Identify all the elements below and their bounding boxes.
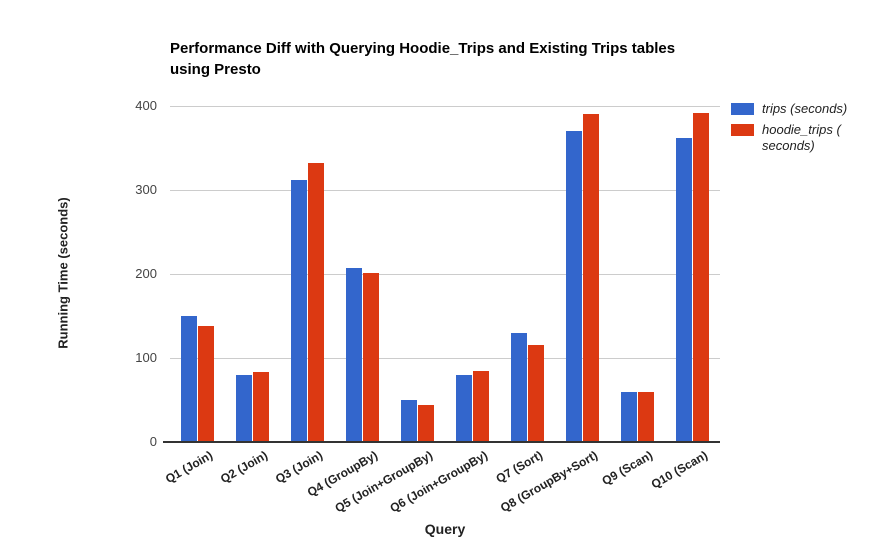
x-tick-label-q9: Q9 (Scan)	[598, 448, 655, 489]
bar-hoodie-trips-q7[interactable]	[528, 344, 544, 442]
gridline-100	[170, 358, 720, 359]
legend-item-hoodie-trips: hoodie_trips ( seconds)	[731, 122, 881, 154]
bar-hoodie-trips-q6[interactable]	[473, 371, 489, 442]
legend-label-trips: trips (seconds)	[762, 101, 848, 116]
legend-item-trips: trips (seconds)	[731, 101, 881, 117]
bar-hoodie-trips-q3[interactable]	[308, 163, 324, 442]
bar-trips-q3[interactable]	[291, 179, 307, 442]
x-axis-title: Query	[424, 521, 466, 537]
bar-trips-q9[interactable]	[621, 391, 637, 442]
bar-hoodie-trips-q8[interactable]	[583, 114, 599, 442]
bar-hoodie-trips-q1[interactable]	[198, 326, 214, 442]
x-axis-baseline	[163, 441, 720, 443]
chart-title: Performance Diff with Querying Hoodie_Tr…	[170, 38, 675, 80]
bar-hoodie-trips-q5[interactable]	[418, 405, 434, 442]
legend-swatch-hoodie-trips	[731, 124, 754, 136]
bar-trips-q4[interactable]	[346, 268, 362, 442]
gridline-400	[170, 106, 720, 107]
y-tick-label-400: 400	[135, 98, 157, 113]
x-tick-label-q1: Q1 (Join)	[162, 448, 215, 487]
bar-hoodie-trips-q10[interactable]	[693, 112, 709, 442]
y-tick-label-0: 0	[149, 434, 157, 449]
x-tick-label-q6: Q6 (Join+GroupBy)	[386, 448, 490, 516]
bar-trips-q10[interactable]	[676, 137, 692, 442]
bar-hoodie-trips-q4[interactable]	[363, 273, 379, 442]
bar-trips-q6[interactable]	[456, 374, 472, 442]
bar-trips-q5[interactable]	[401, 400, 417, 442]
plot-area	[163, 106, 720, 443]
chart-title-line1: Performance Diff with Querying Hoodie_Tr…	[170, 40, 676, 57]
bar-trips-q1[interactable]	[181, 316, 197, 442]
gridline-300	[170, 190, 720, 191]
y-tick-label-100: 100	[135, 350, 157, 365]
y-tick-label-300: 300	[135, 182, 157, 197]
gridline-200	[170, 274, 720, 275]
bar-trips-q7[interactable]	[511, 332, 527, 442]
y-tick-label-200: 200	[135, 266, 157, 281]
chart-title-line2: using Presto	[170, 61, 261, 78]
x-tick-label-q10: Q10 (Scan)	[648, 448, 710, 492]
bar-trips-q8[interactable]	[566, 131, 582, 442]
x-tick-label-q8: Q8 (GroupBy+Sort)	[497, 448, 600, 515]
bar-hoodie-trips-q9[interactable]	[638, 392, 654, 442]
legend: trips (seconds) hoodie_trips ( seconds)	[731, 101, 881, 159]
legend-swatch-trips	[731, 103, 754, 115]
x-tick-label-q5: Q5 (Join+GroupBy)	[331, 448, 435, 516]
y-axis-title: Running Time (seconds)	[55, 197, 71, 349]
legend-label-hoodie-trips: hoodie_trips ( seconds)	[762, 122, 841, 153]
x-tick-label-q2: Q2 (Join)	[217, 448, 270, 487]
bar-trips-q2[interactable]	[236, 374, 252, 442]
bar-hoodie-trips-q2[interactable]	[253, 372, 269, 442]
